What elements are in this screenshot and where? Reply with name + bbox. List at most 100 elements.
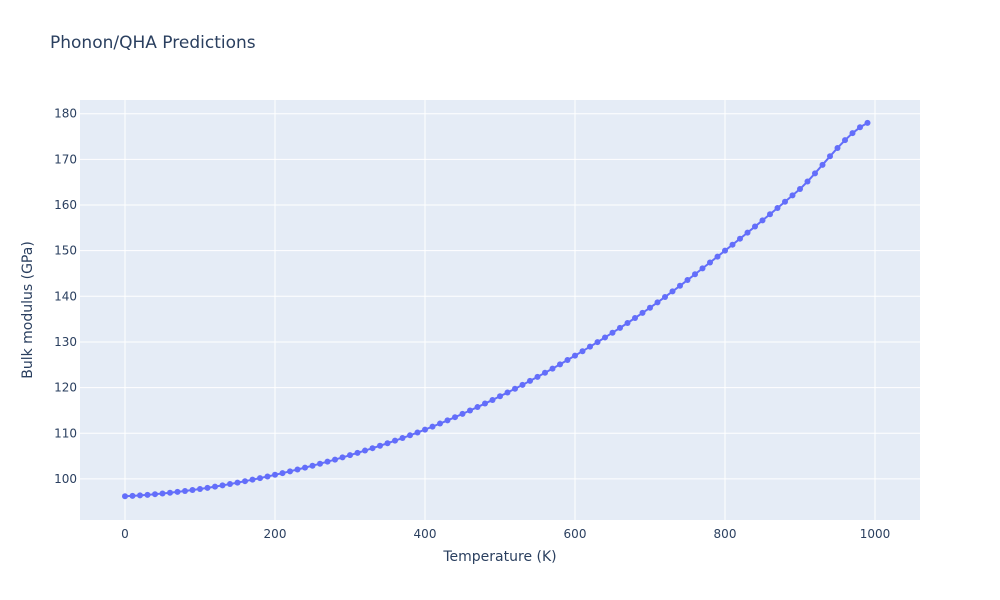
data-point	[197, 485, 203, 492]
y-tick-label: 170	[54, 152, 77, 166]
y-tick-label: 100	[54, 472, 77, 486]
grid	[80, 100, 920, 520]
data-point	[459, 410, 466, 417]
data-point	[234, 479, 241, 486]
y-tick-label: 110	[54, 426, 77, 440]
data-point	[714, 253, 721, 260]
data-point	[534, 373, 541, 380]
data-point	[812, 170, 818, 177]
data-point	[737, 235, 743, 242]
data-point	[189, 487, 196, 493]
tick-labels: 0 200 400 600 800 1000 100 110 120 130 140 150 160 17…	[54, 107, 890, 541]
x-tick-label: 200	[264, 527, 287, 541]
data-point	[467, 407, 473, 414]
data-point	[182, 487, 188, 494]
data-point	[744, 229, 751, 236]
data-point	[699, 265, 706, 272]
data-point	[414, 429, 421, 436]
data-point	[512, 385, 518, 392]
data-point	[309, 462, 316, 469]
data-point	[347, 452, 353, 459]
series-line	[124, 121, 869, 498]
data-point	[677, 282, 683, 289]
data-point	[557, 361, 563, 368]
data-point	[362, 447, 368, 454]
data-point	[834, 144, 841, 151]
data-point	[752, 223, 758, 230]
data-point	[789, 192, 796, 199]
data-point	[272, 471, 278, 478]
data-point	[399, 435, 406, 442]
data-point	[257, 475, 263, 482]
data-point	[452, 414, 458, 421]
y-tick-label: 140	[54, 289, 77, 303]
data-point	[624, 320, 631, 326]
series-layer	[122, 119, 871, 500]
data-point	[684, 277, 691, 284]
data-point	[287, 468, 293, 475]
data-point	[497, 393, 503, 400]
x-tick-label: 0	[121, 527, 129, 541]
data-point	[864, 119, 871, 126]
data-point	[152, 491, 158, 498]
data-point	[444, 417, 451, 424]
data-point	[144, 491, 151, 498]
x-axis-title: Temperature (K)	[442, 549, 556, 565]
data-point	[429, 423, 436, 430]
data-point	[392, 437, 398, 444]
data-point	[377, 442, 383, 449]
data-point	[279, 470, 286, 477]
data-point	[774, 204, 781, 211]
data-point	[527, 377, 533, 384]
data-point	[369, 445, 376, 452]
data-point	[564, 357, 571, 364]
data-point	[857, 124, 863, 131]
data-point	[549, 365, 556, 372]
data-point	[137, 492, 143, 499]
data-point	[602, 334, 608, 341]
y-tick-label: 150	[54, 244, 77, 258]
data-point	[722, 247, 728, 254]
data-point	[242, 478, 248, 485]
data-point	[797, 186, 803, 193]
data-point	[129, 492, 136, 499]
data-point	[437, 420, 443, 427]
x-tick-label: 1000	[860, 527, 891, 541]
y-axis-title: Bulk modulus (GPa)	[20, 241, 36, 379]
data-point	[804, 178, 811, 185]
data-point	[669, 288, 676, 295]
data-point	[579, 348, 586, 355]
data-point	[407, 432, 413, 439]
data-point	[782, 198, 788, 205]
data-point	[662, 293, 668, 300]
data-point	[489, 396, 496, 403]
data-point	[504, 389, 511, 396]
data-point	[384, 440, 391, 447]
data-point	[482, 400, 488, 407]
y-tick-label: 180	[54, 107, 77, 121]
data-point	[264, 473, 271, 480]
data-point	[302, 464, 308, 471]
y-tick-label: 130	[54, 335, 77, 349]
data-point	[617, 324, 623, 331]
data-point	[647, 304, 653, 311]
data-point	[227, 481, 233, 488]
data-point	[219, 482, 226, 489]
data-point	[324, 458, 331, 465]
data-point	[519, 381, 526, 388]
chart-title: Phonon/QHA Predictions	[50, 33, 256, 53]
data-point	[249, 476, 256, 483]
data-point	[542, 369, 548, 376]
data-point	[122, 493, 128, 500]
data-point	[692, 271, 698, 278]
data-point	[707, 259, 713, 266]
data-point	[654, 299, 661, 306]
data-point	[422, 426, 428, 433]
y-tick-label: 160	[54, 198, 77, 212]
data-point	[339, 454, 346, 461]
data-point	[159, 490, 166, 497]
data-point	[204, 484, 211, 491]
x-tick-label: 600	[564, 527, 587, 541]
data-point	[827, 153, 833, 160]
